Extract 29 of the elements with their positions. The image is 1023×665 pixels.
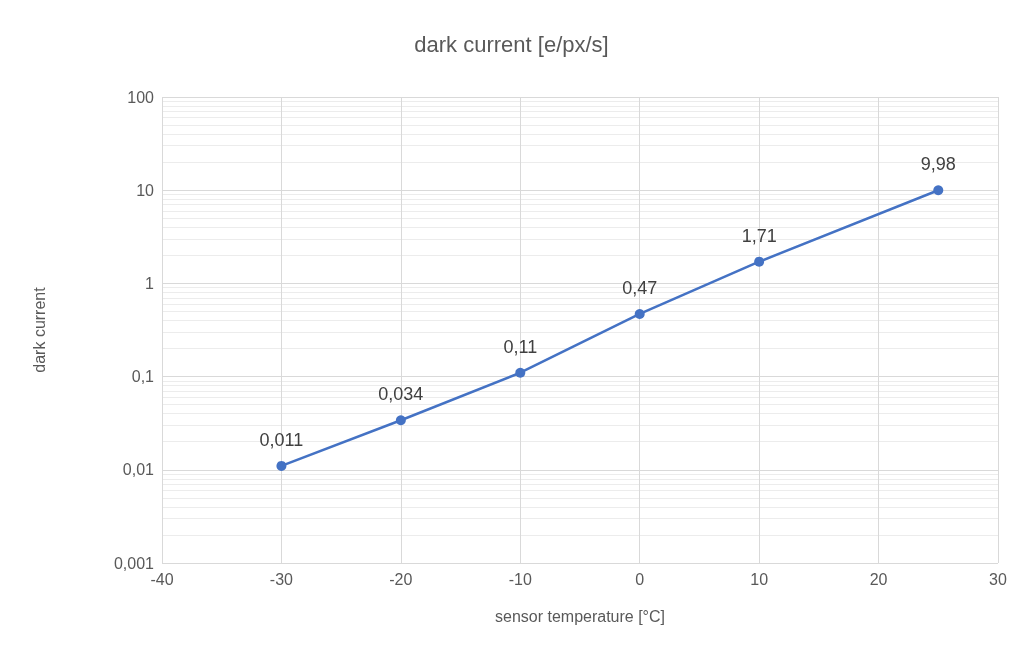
x-tick-label: -40 (150, 570, 174, 588)
y-tick-label: 10 (136, 181, 155, 199)
point (754, 256, 765, 267)
y-tick-label: 0,01 (122, 461, 155, 479)
point (276, 460, 287, 471)
x-tick-label: 0 (635, 570, 645, 588)
data-label: 0,47 (622, 277, 658, 298)
point (933, 185, 944, 196)
y-tick-label: 1 (145, 274, 155, 292)
x-tick-label: -30 (269, 570, 294, 588)
point (634, 308, 645, 319)
y-tick-label: 0,1 (131, 368, 155, 386)
y-axis-title: dark current (30, 286, 48, 373)
x-tick-label: 10 (750, 570, 769, 588)
x-tick-label: -20 (389, 570, 413, 588)
data-label: 0,11 (503, 336, 538, 357)
x-axis-title: sensor temperature [°C] (494, 607, 666, 625)
data-label: 1,71 (741, 225, 777, 246)
x-tick-label: 30 (989, 570, 1007, 588)
x-tick-label: 20 (869, 570, 888, 588)
y-tick-label: 0,001 (113, 554, 155, 572)
data-label: 0,011 (259, 429, 304, 450)
chart-title: dark current [e/px/s] (414, 31, 609, 57)
point (395, 415, 406, 426)
y-tick-label: 100 (127, 88, 155, 106)
point (515, 367, 526, 378)
data-label: 9,98 (920, 154, 956, 175)
x-tick-label: -10 (508, 570, 532, 588)
data-label: 0,034 (378, 384, 424, 405)
